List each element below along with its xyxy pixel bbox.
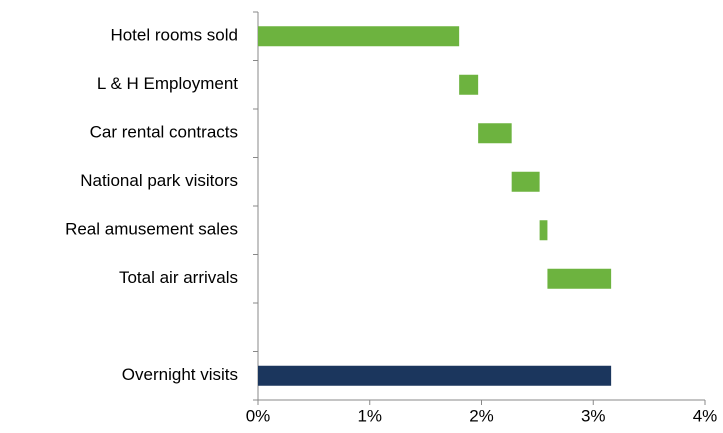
x-tick-label: 4%: [693, 406, 718, 425]
bar: [478, 123, 512, 144]
category-label: Overnight visits: [122, 365, 238, 384]
category-label: Real amusement sales: [65, 220, 238, 239]
x-tick-label: 1%: [357, 406, 382, 425]
category-label: Car rental contracts: [90, 123, 238, 142]
x-tick-label: 2%: [469, 406, 494, 425]
bar: [258, 26, 460, 47]
x-tick-label: 0%: [246, 406, 271, 425]
category-label: Hotel rooms sold: [110, 26, 238, 45]
bar: [459, 74, 479, 95]
total-bar: [258, 365, 612, 386]
bar: [511, 171, 540, 192]
x-tick-label: 3%: [581, 406, 606, 425]
bar: [539, 220, 548, 241]
category-label: L & H Employment: [97, 74, 238, 93]
bar: [547, 268, 612, 289]
category-label: National park visitors: [80, 171, 238, 190]
category-label: Total air arrivals: [119, 268, 238, 287]
